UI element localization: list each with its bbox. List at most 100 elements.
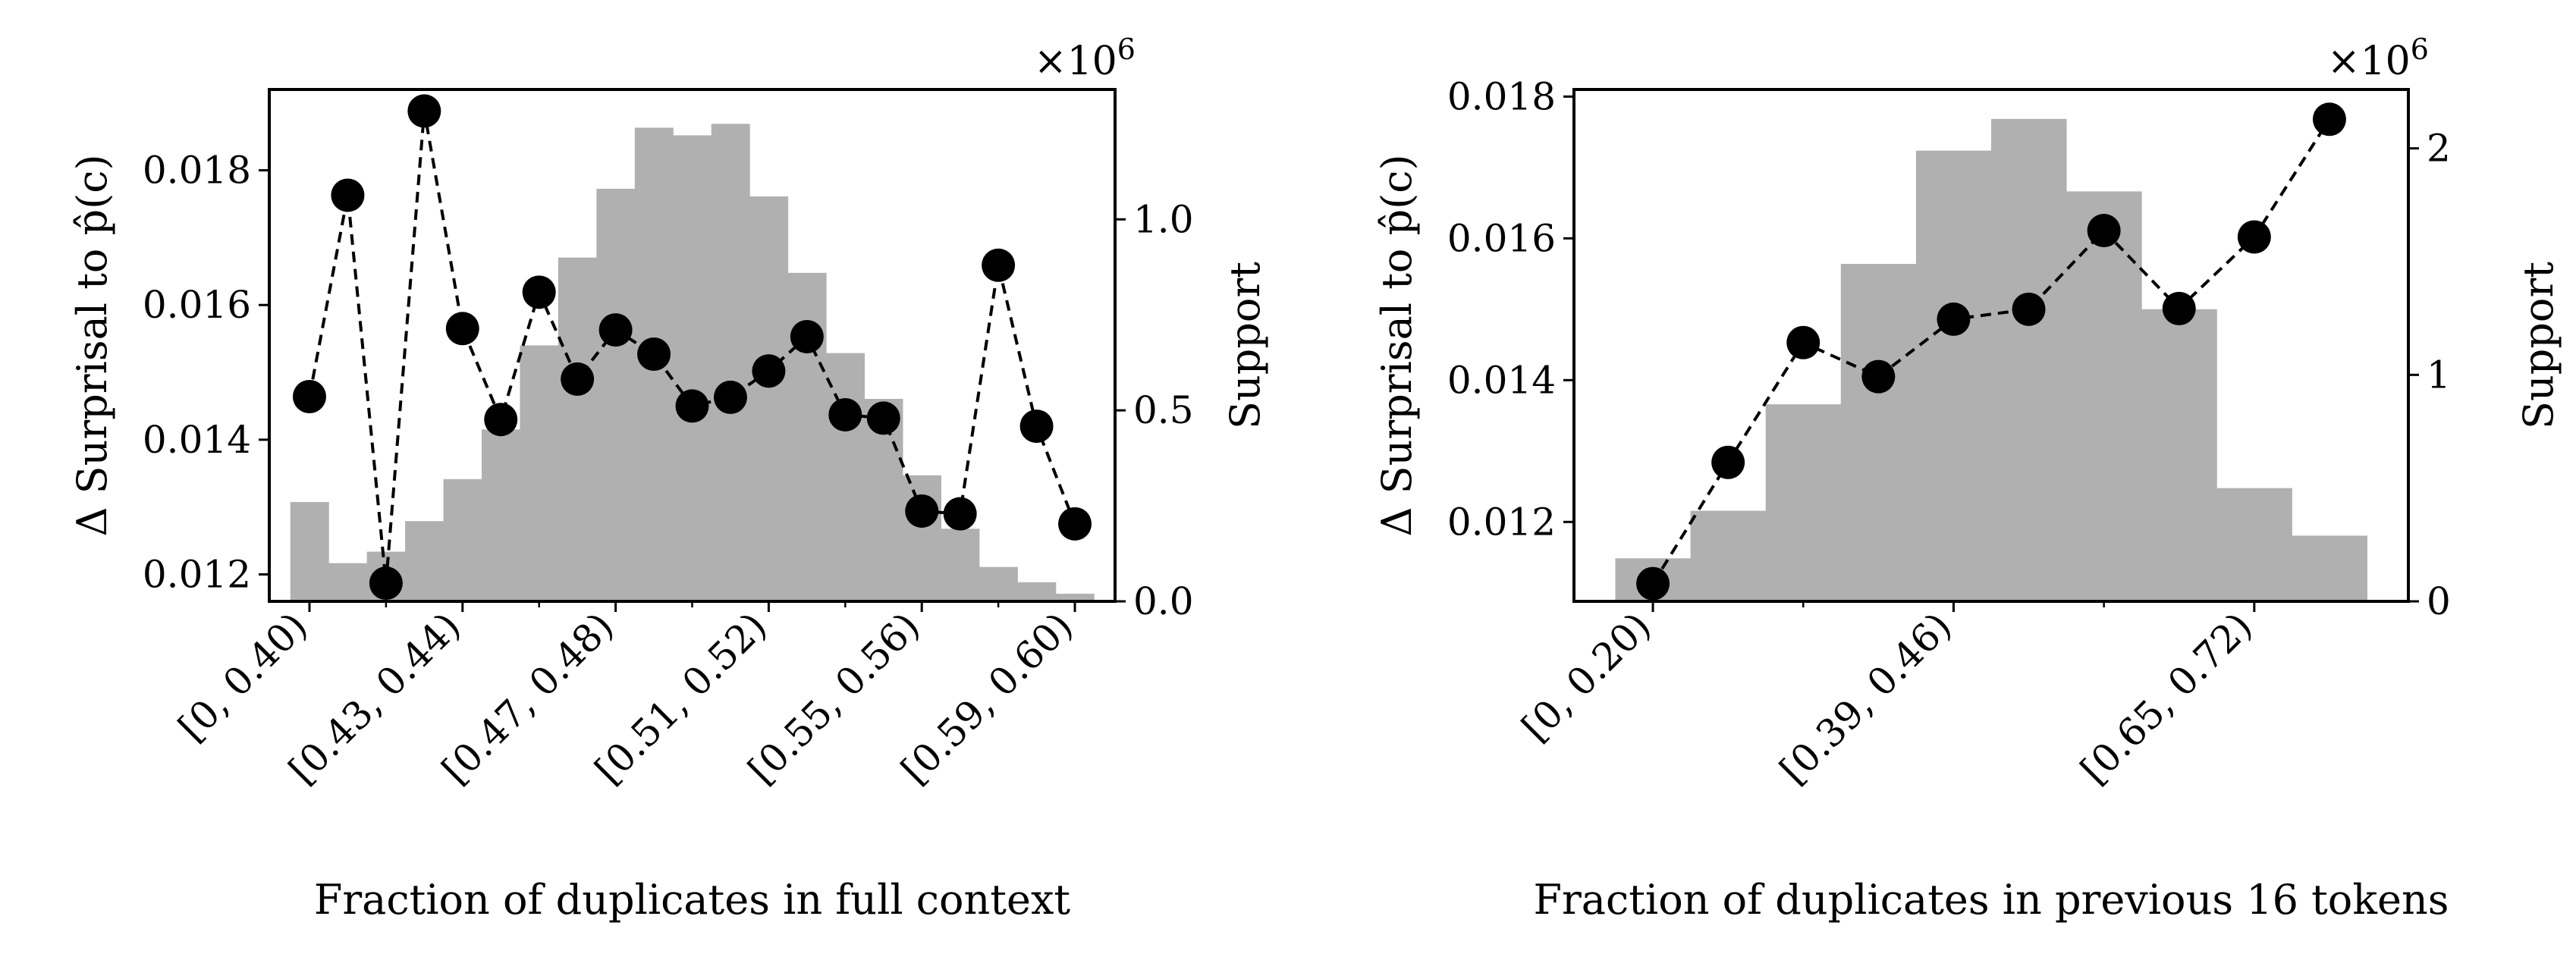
left-y-axis-ticks-left: 0.012 0.014 0.016 0.018 xyxy=(143,149,269,596)
surprisal-points-left xyxy=(292,94,1092,601)
surprisal-point xyxy=(982,248,1016,282)
surprisal-point xyxy=(1861,359,1896,394)
right-y-axis-ticks-right: 0 1 2 xyxy=(2408,127,2451,623)
support-bar xyxy=(2216,488,2292,601)
surprisal-point xyxy=(905,494,939,528)
surprisal-point xyxy=(637,337,671,372)
y-tick-label: 1.0 xyxy=(1133,197,1194,241)
surprisal-points-right xyxy=(1636,102,2346,601)
support-bar xyxy=(558,257,597,601)
support-bar xyxy=(520,345,559,601)
multiplier-base: ×10 xyxy=(2327,39,2411,84)
surprisal-point xyxy=(2162,291,2196,325)
y-tick-label: 0.016 xyxy=(143,283,251,327)
y-tick-label: 1 xyxy=(2427,353,2451,397)
support-bar xyxy=(826,353,865,601)
support-bar xyxy=(405,521,445,601)
y-tick-label: 0 xyxy=(2427,579,2451,623)
surprisal-point xyxy=(828,397,862,431)
support-bar xyxy=(2141,309,2217,601)
surprisal-point xyxy=(598,313,633,347)
surprisal-point xyxy=(866,401,900,435)
surprisal-point xyxy=(561,362,595,396)
y-tick-label: 0.012 xyxy=(1447,500,1556,544)
x-tick-label: [0, 0.40) xyxy=(170,604,316,749)
surprisal-point xyxy=(2237,220,2271,254)
support-bar xyxy=(673,135,712,601)
surprisal-point xyxy=(2312,102,2346,136)
y-tick-label: 0.012 xyxy=(143,552,251,596)
y-tick-label: 0.018 xyxy=(1447,74,1556,118)
surprisal-point xyxy=(1786,325,1820,359)
right-y-axis-ticks-left: 0.0 0.5 1.0 xyxy=(1115,197,1194,623)
support-bar xyxy=(1017,582,1057,601)
y-tick-label: 0.0 xyxy=(1133,579,1194,623)
support-bar xyxy=(2066,191,2142,601)
y-tick-label: 0.014 xyxy=(143,418,251,462)
y-tick-label: 0.5 xyxy=(1133,388,1194,432)
support-bar xyxy=(902,475,941,601)
surprisal-point xyxy=(1636,566,1670,601)
surprisal-point xyxy=(1711,445,1745,479)
chart-left: 0.012 0.014 0.016 0.018 0.0 0.5 1.0 [0, 0.40)… xyxy=(68,33,1269,924)
y-tick-label: 0.014 xyxy=(1447,358,1556,402)
left-y-axis-label-left: Δ Surprisal to p̂(c) xyxy=(68,154,116,536)
surprisal-point xyxy=(331,178,365,212)
surprisal-point xyxy=(2087,214,2121,248)
x-tick-label: [0, 0.20) xyxy=(1513,604,1659,749)
x-axis-ticks-left: [0, 0.40)[0.43, 0.44)[0.47, 0.48)[0.51, … xyxy=(170,601,1082,792)
plot-frame-right xyxy=(1572,88,2410,603)
surprisal-point xyxy=(713,380,747,414)
surprisal-point xyxy=(790,319,824,353)
chart-right: 0.012 0.014 0.016 0.018 0 1 2 [0, 0.20) [0.39,… xyxy=(1373,33,2562,924)
support-bar xyxy=(1690,510,1767,601)
surprisal-point xyxy=(1019,409,1054,444)
y-tick-label: 0.018 xyxy=(143,149,251,193)
multiplier-exponent: 6 xyxy=(1117,33,1136,66)
support-bar xyxy=(328,563,368,601)
x-axis-label-right: Fraction of duplicates in previous 16 to… xyxy=(1534,876,2449,924)
multiplier-base: ×10 xyxy=(1034,39,1117,84)
surprisal-point xyxy=(292,380,326,413)
surprisal-point xyxy=(752,354,786,388)
x-axis-label-left: Fraction of duplicates in full context xyxy=(314,876,1071,924)
surprisal-point xyxy=(943,497,977,531)
support-bar xyxy=(979,566,1018,601)
support-bars-right xyxy=(1615,118,2367,601)
surprisal-point xyxy=(1058,507,1092,541)
surprisal-point xyxy=(369,566,403,601)
support-bar xyxy=(443,478,482,601)
surprisal-point xyxy=(407,94,441,128)
support-bar xyxy=(1765,404,1842,601)
surprisal-point xyxy=(445,312,479,346)
surprisal-point xyxy=(522,275,556,309)
y-tick-label: 0.016 xyxy=(1447,216,1556,260)
left-y-axis-ticks-right: 0.012 0.014 0.016 0.018 xyxy=(1447,74,1574,544)
support-bar xyxy=(290,502,329,601)
support-bar xyxy=(596,188,636,601)
support-bar xyxy=(1840,263,1917,601)
support-bar xyxy=(711,124,750,601)
support-bar xyxy=(2292,535,2367,601)
right-y-axis-label-left: Support xyxy=(1221,262,1269,429)
support-bar xyxy=(1055,593,1095,601)
multiplier-exponent: 6 xyxy=(2411,33,2429,66)
x-tick-label: [0.39, 0.46) xyxy=(1771,604,1960,792)
support-multiplier-left: ×106 xyxy=(1034,33,1136,84)
support-bar xyxy=(1915,150,1992,601)
support-bar xyxy=(941,529,980,601)
y-tick-label: 2 xyxy=(2427,127,2451,171)
surprisal-line-right xyxy=(1651,118,2331,585)
surprisal-series-line xyxy=(1651,118,2331,585)
x-axis-ticks-right: [0, 0.20) [0.39, 0.46) [0.65, 0.72) xyxy=(1513,601,2260,792)
right-y-axis-label-right: Support xyxy=(2515,262,2562,429)
support-bar xyxy=(749,196,789,601)
support-bar xyxy=(482,429,520,601)
support-bars-left xyxy=(290,124,1095,601)
surprisal-point xyxy=(1937,302,1971,336)
support-bar xyxy=(1991,118,2067,601)
support-multiplier-right: ×106 xyxy=(2327,33,2429,84)
surprisal-point xyxy=(2012,292,2046,326)
surprisal-point xyxy=(484,403,518,437)
